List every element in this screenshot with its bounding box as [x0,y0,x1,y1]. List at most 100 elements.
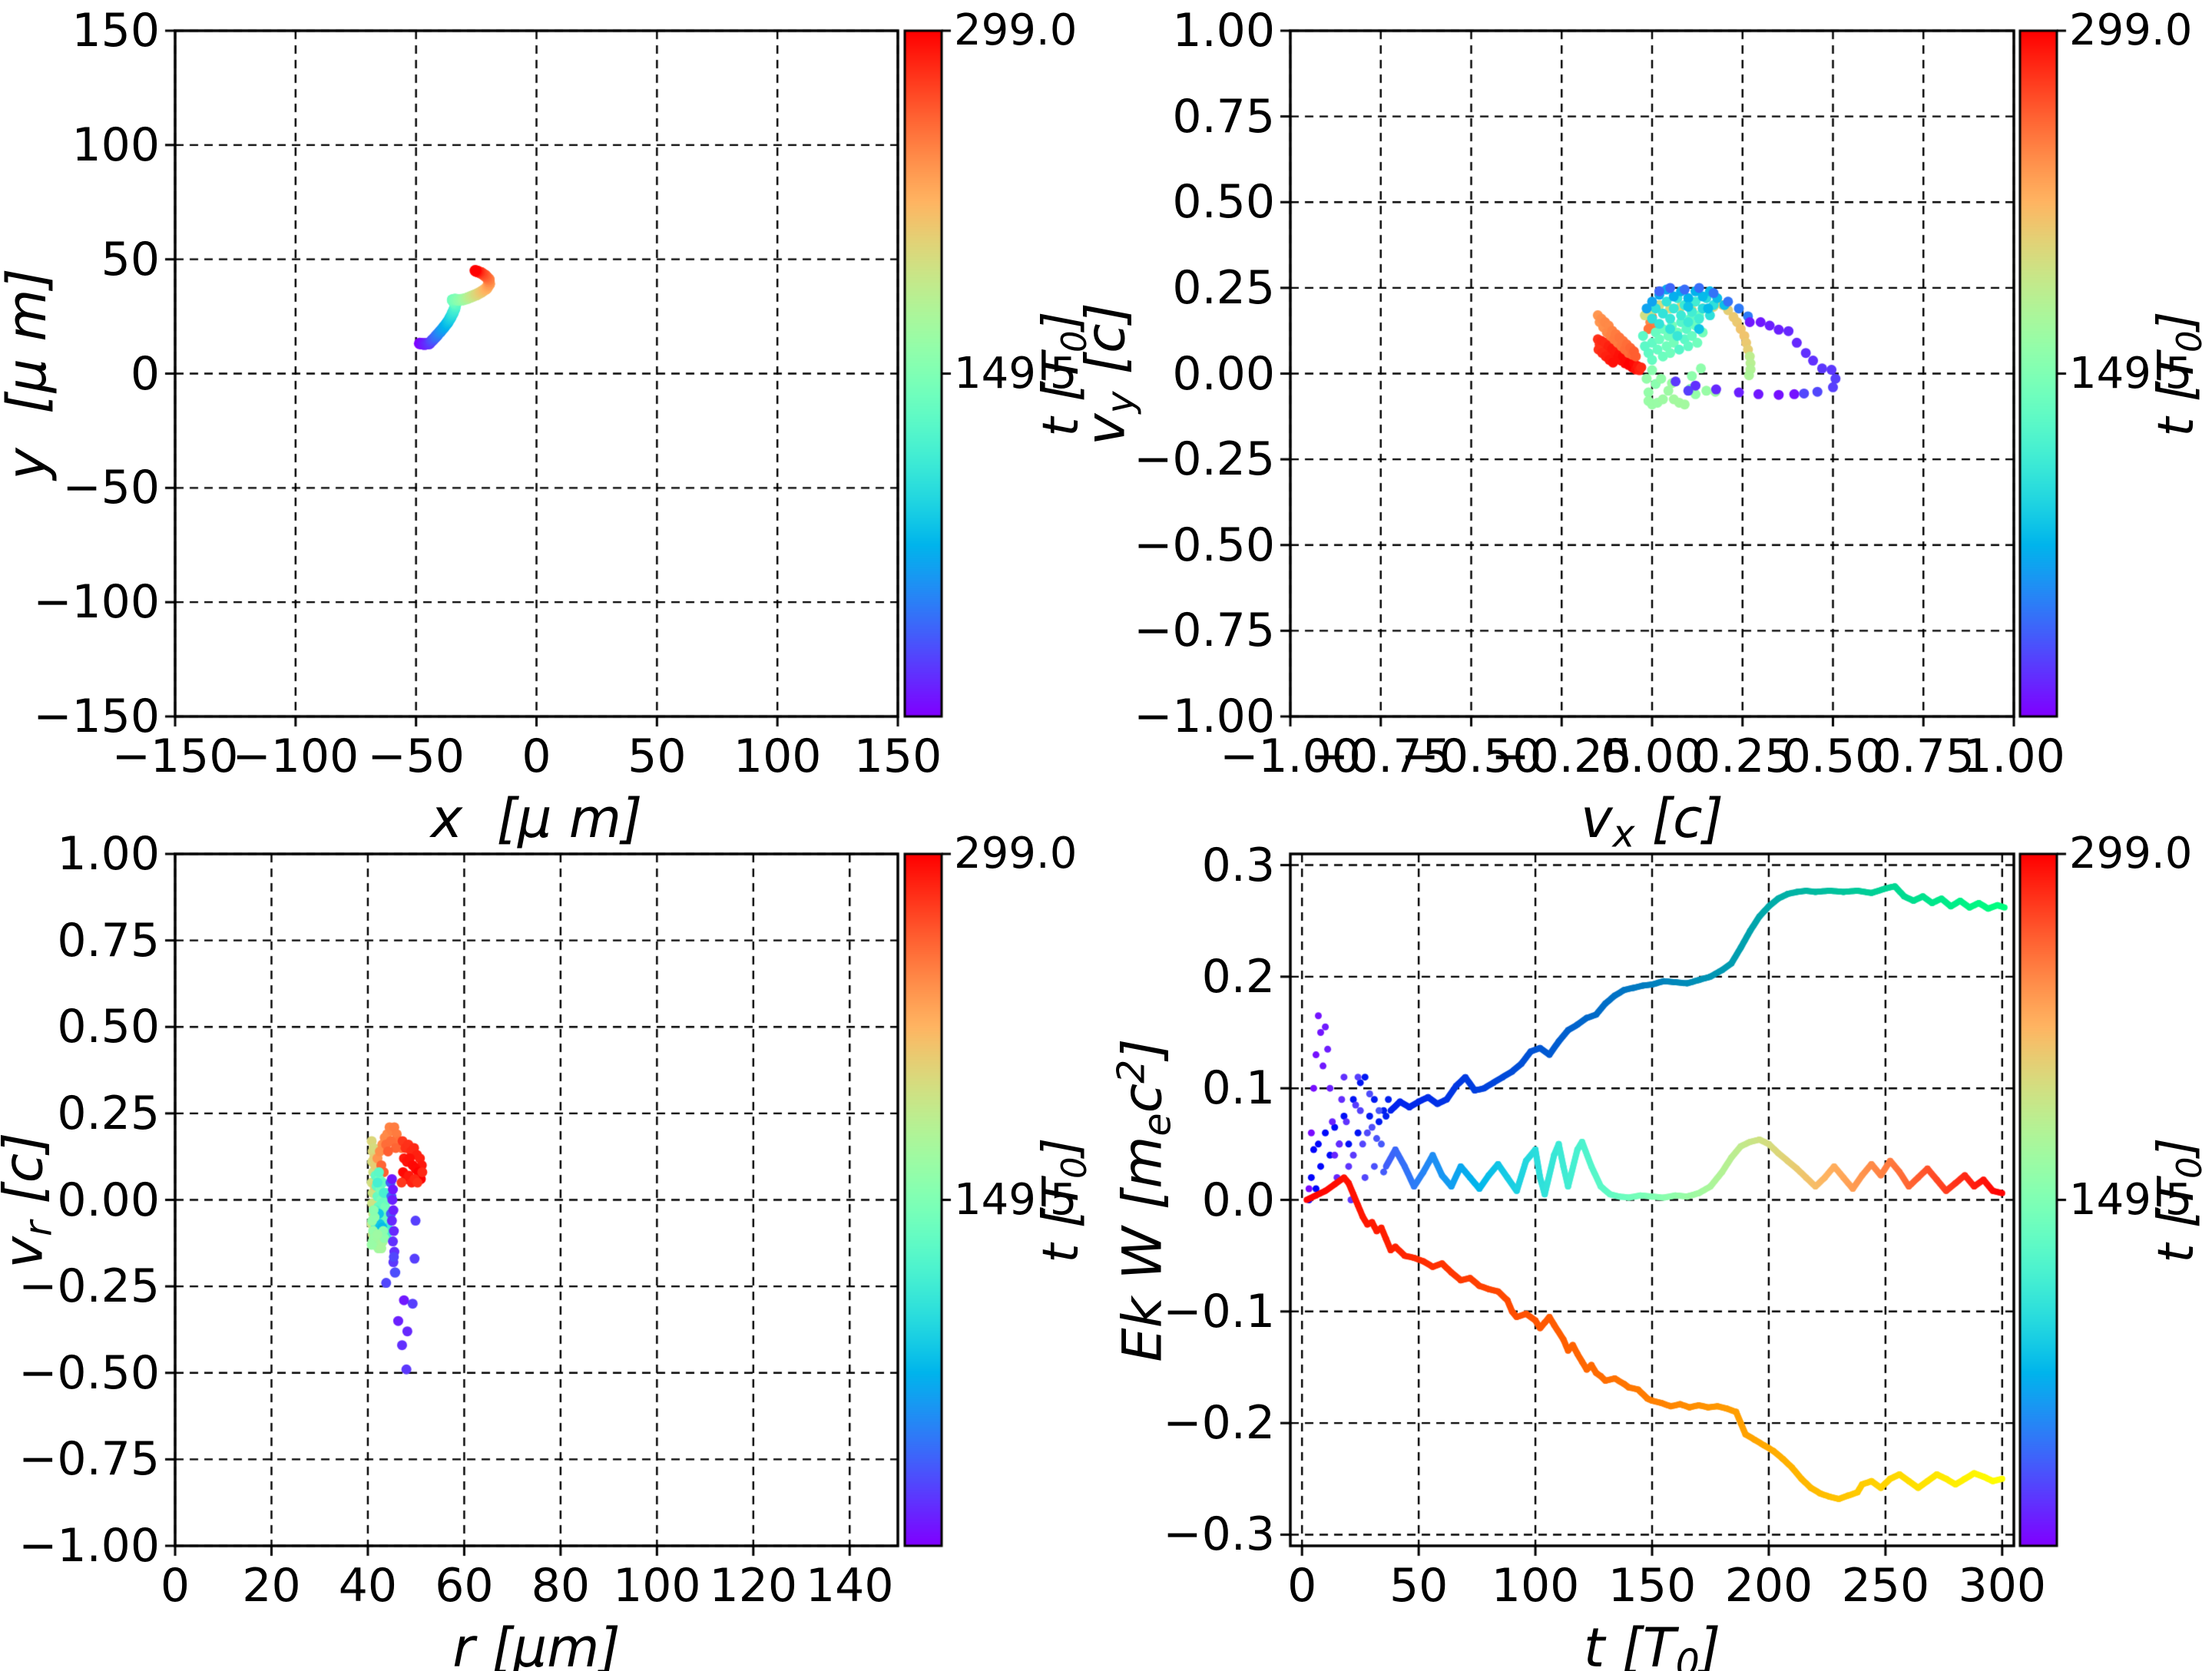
x-tick-label: 0 [1287,1559,1317,1613]
x-tick-label: −1.00 [1220,730,1361,783]
colorbar-tick-label: 299.0 [954,5,1078,55]
colorbar-tick-label: 149.5 [954,348,1078,399]
colorbar-tick-label: 299.0 [2069,829,2193,879]
x-tick-label: 100 [733,730,822,783]
label-segment: 0 [1054,1156,1095,1179]
y-tick-label: 0.1 [1201,1061,1275,1116]
y-axis-label-position-xy: y [μ m] [0,268,58,480]
label-segment: [c] [1634,787,1724,850]
y-tick-label: 100 [71,117,160,172]
label-segment: e [1135,1112,1180,1137]
label-segment: ] [1699,1616,1721,1671]
y-tick-label: 0.0 [1201,1173,1275,1227]
label-segment: t [T [1033,1178,1091,1262]
label-segment: r [452,1616,475,1671]
y-tick-label: −0.1 [1163,1284,1275,1338]
x-tick-label: −100 [232,730,359,783]
x-tick-label: 100 [1491,1559,1580,1613]
label-segment: [μm] [475,1616,621,1671]
x-tick-label: 0.25 [1690,730,1794,783]
x-tick-label: 80 [531,1559,591,1613]
y-tick-label: −50 [62,461,160,515]
y-tick-label: −0.75 [18,1432,160,1487]
label-segment: x [μ m] [430,787,643,850]
x-tick-label: 50 [1389,1559,1449,1613]
label-segment: t [T [1033,352,1091,436]
label-segment: v [1581,787,1613,850]
x-tick-label: 40 [338,1559,398,1613]
x-tick-label: 0 [160,1559,190,1613]
colorbar-label-time-3: t [T0] [2148,1137,2210,1262]
x-tick-label: 60 [435,1559,494,1613]
x-axis-label-time: t [T0] [1584,1621,1720,1671]
label-segment: r [16,1220,61,1236]
x-tick-label: 250 [1841,1559,1930,1613]
colorbar-tick-label: 149.5 [954,1174,1078,1225]
y-tick-label: 50 [101,232,160,286]
x-tick-label: 0.00 [1601,730,1704,783]
x-tick-label: 0 [522,730,551,783]
label-segment: Ek W [m [1111,1136,1174,1362]
x-tick-label: 1.00 [1962,730,2065,783]
y-tick-label: −0.2 [1163,1396,1275,1451]
label-segment: y [1098,390,1143,413]
label-segment: ] [2148,1137,2206,1156]
x-tick-label: 0.50 [1781,730,1885,783]
x-tick-label: −150 [111,730,239,783]
label-segment: v [0,1236,55,1268]
x-tick-label: −0.50 [1400,730,1542,783]
label-segment: t [T [2148,352,2206,436]
x-tick-label: 120 [709,1559,798,1613]
x-tick-label: 300 [1958,1559,2047,1613]
label-segment: t [T [1583,1616,1676,1671]
x-tick-label: 100 [613,1559,701,1613]
label-segment: c [1111,1083,1174,1113]
label-segment: 0 [1675,1641,1700,1671]
y-tick-label: 0.50 [57,1000,160,1054]
label-segment: x [1612,812,1635,856]
x-tick-label: 150 [853,730,942,783]
y-tick-label: 0.50 [1172,175,1275,230]
y-tick-label: −0.50 [18,1345,160,1400]
y-tick-label: 0.75 [1172,89,1275,144]
y-tick-label: −0.75 [1134,604,1275,658]
y-tick-label: 1.00 [1172,4,1275,58]
colorbar-tick-label: 299.0 [954,829,1078,879]
y-tick-label: −0.25 [18,1259,160,1314]
y-tick-label: −100 [33,575,160,630]
label-segment: [c] [0,1132,55,1204]
label-segment: t [T [2148,1178,2206,1262]
colorbar-label-time-2: t [T0] [1033,1137,1095,1262]
x-axis-label-r: r [μm] [452,1621,620,1671]
label-segment: y [μ m] [0,267,58,480]
label-segment: 0 [2169,1156,2210,1179]
label-segment: 2 [1109,1059,1154,1084]
x-tick-label: 0.75 [1872,730,1975,783]
y-tick-label: 0.3 [1201,838,1275,892]
x-axis-label-position-xy: x [μ m] [431,792,643,845]
y-axis-label-energy: Ek W [mec2] [1109,1037,1179,1362]
label-segment: ] [2148,311,2206,330]
label-segment: ] [1111,1037,1174,1060]
y-tick-label: −150 [33,690,160,743]
y-tick-label: 0.2 [1201,949,1275,1004]
y-tick-label: −0.25 [1134,432,1275,487]
x-tick-label: 150 [1608,1559,1697,1613]
colorbar-label-time-1: t [T0] [2148,311,2210,436]
y-tick-label: 0.00 [1172,346,1275,401]
x-tick-label: −0.25 [1491,730,1633,783]
y-tick-label: 0.25 [57,1086,160,1140]
y-tick-label: −1.00 [1134,690,1275,743]
colorbar-tick-label: 149.5 [2069,348,2193,399]
label-segment: ] [1033,311,1091,330]
y-tick-label: 150 [71,4,160,58]
x-tick-label: −0.75 [1310,730,1452,783]
y-tick-label: 0.00 [57,1173,160,1227]
colorbar-label-time-0: t [T0] [1033,311,1094,436]
colorbar-tick-label: 149.5 [2069,1174,2193,1225]
y-tick-label: −0.50 [1134,518,1275,572]
y-tick-label: 0.75 [57,913,160,968]
x-tick-label: −50 [367,730,465,783]
